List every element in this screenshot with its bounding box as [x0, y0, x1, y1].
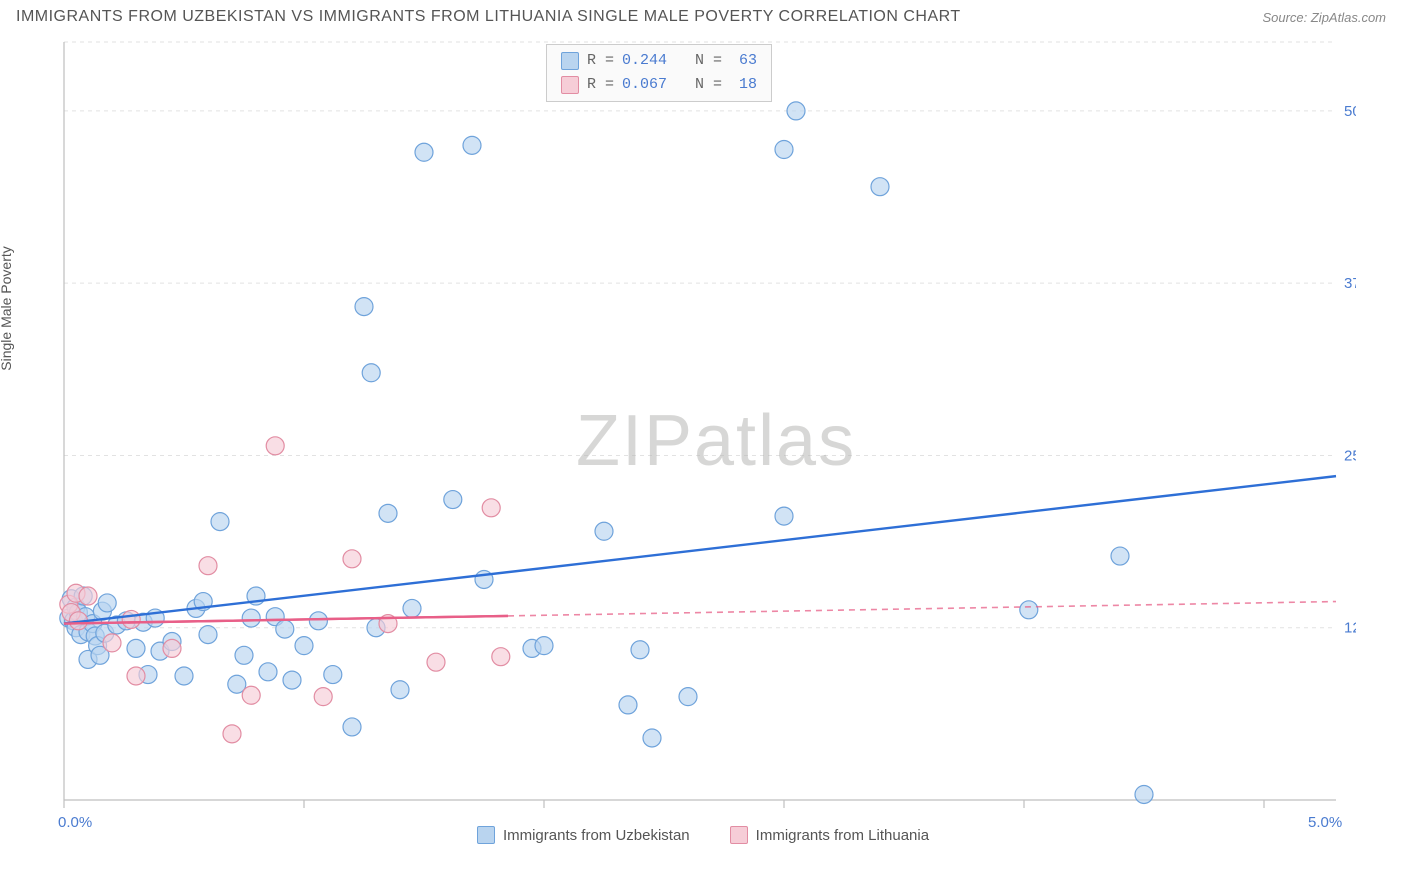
x-axis-min-label: 0.0% [58, 814, 92, 831]
chart-title: IMMIGRANTS FROM UZBEKISTAN VS IMMIGRANTS… [16, 8, 961, 26]
legend-row-uzbekistan: R = 0.244 N = 63 [561, 49, 757, 73]
legend-swatch [477, 826, 495, 844]
legend-n-value: 63 [730, 49, 757, 73]
legend-r-label: R = [587, 49, 614, 73]
y-axis-label: Single Male Poverty [0, 246, 14, 371]
source-label: Source: ZipAtlas.com [1262, 10, 1386, 25]
legend-item-uzbekistan: Immigrants from Uzbekistan [477, 826, 690, 844]
svg-text:37.5%: 37.5% [1344, 275, 1356, 292]
legend-r-value: 0.067 [622, 73, 667, 97]
correlation-legend: R = 0.244 N = 63 R = 0.067 N = 18 [546, 44, 772, 102]
legend-item-lithuania: Immigrants from Lithuania [730, 826, 929, 844]
legend-label: Immigrants from Uzbekistan [503, 827, 690, 844]
svg-text:50.0%: 50.0% [1344, 103, 1356, 120]
svg-text:25.0%: 25.0% [1344, 447, 1356, 464]
series-legend: Immigrants from Uzbekistan Immigrants fro… [0, 826, 1406, 844]
scatter-chart: 12.5% 25.0% 37.5% 50.0% [16, 30, 1356, 820]
legend-swatch [730, 826, 748, 844]
legend-label: Immigrants from Lithuania [756, 827, 929, 844]
legend-swatch [561, 52, 579, 70]
legend-n-label: N = [695, 49, 722, 73]
legend-n-label: N = [695, 73, 722, 97]
legend-n-value: 18 [730, 73, 757, 97]
svg-text:12.5%: 12.5% [1344, 620, 1356, 637]
legend-r-value: 0.244 [622, 49, 667, 73]
legend-row-lithuania: R = 0.067 N = 18 [561, 73, 757, 97]
chart-container: Single Male Poverty 12.5%25.0%37.5%50.0%… [16, 30, 1390, 820]
x-axis-max-label: 5.0% [1308, 814, 1342, 831]
legend-swatch [561, 76, 579, 94]
legend-r-label: R = [587, 73, 614, 97]
